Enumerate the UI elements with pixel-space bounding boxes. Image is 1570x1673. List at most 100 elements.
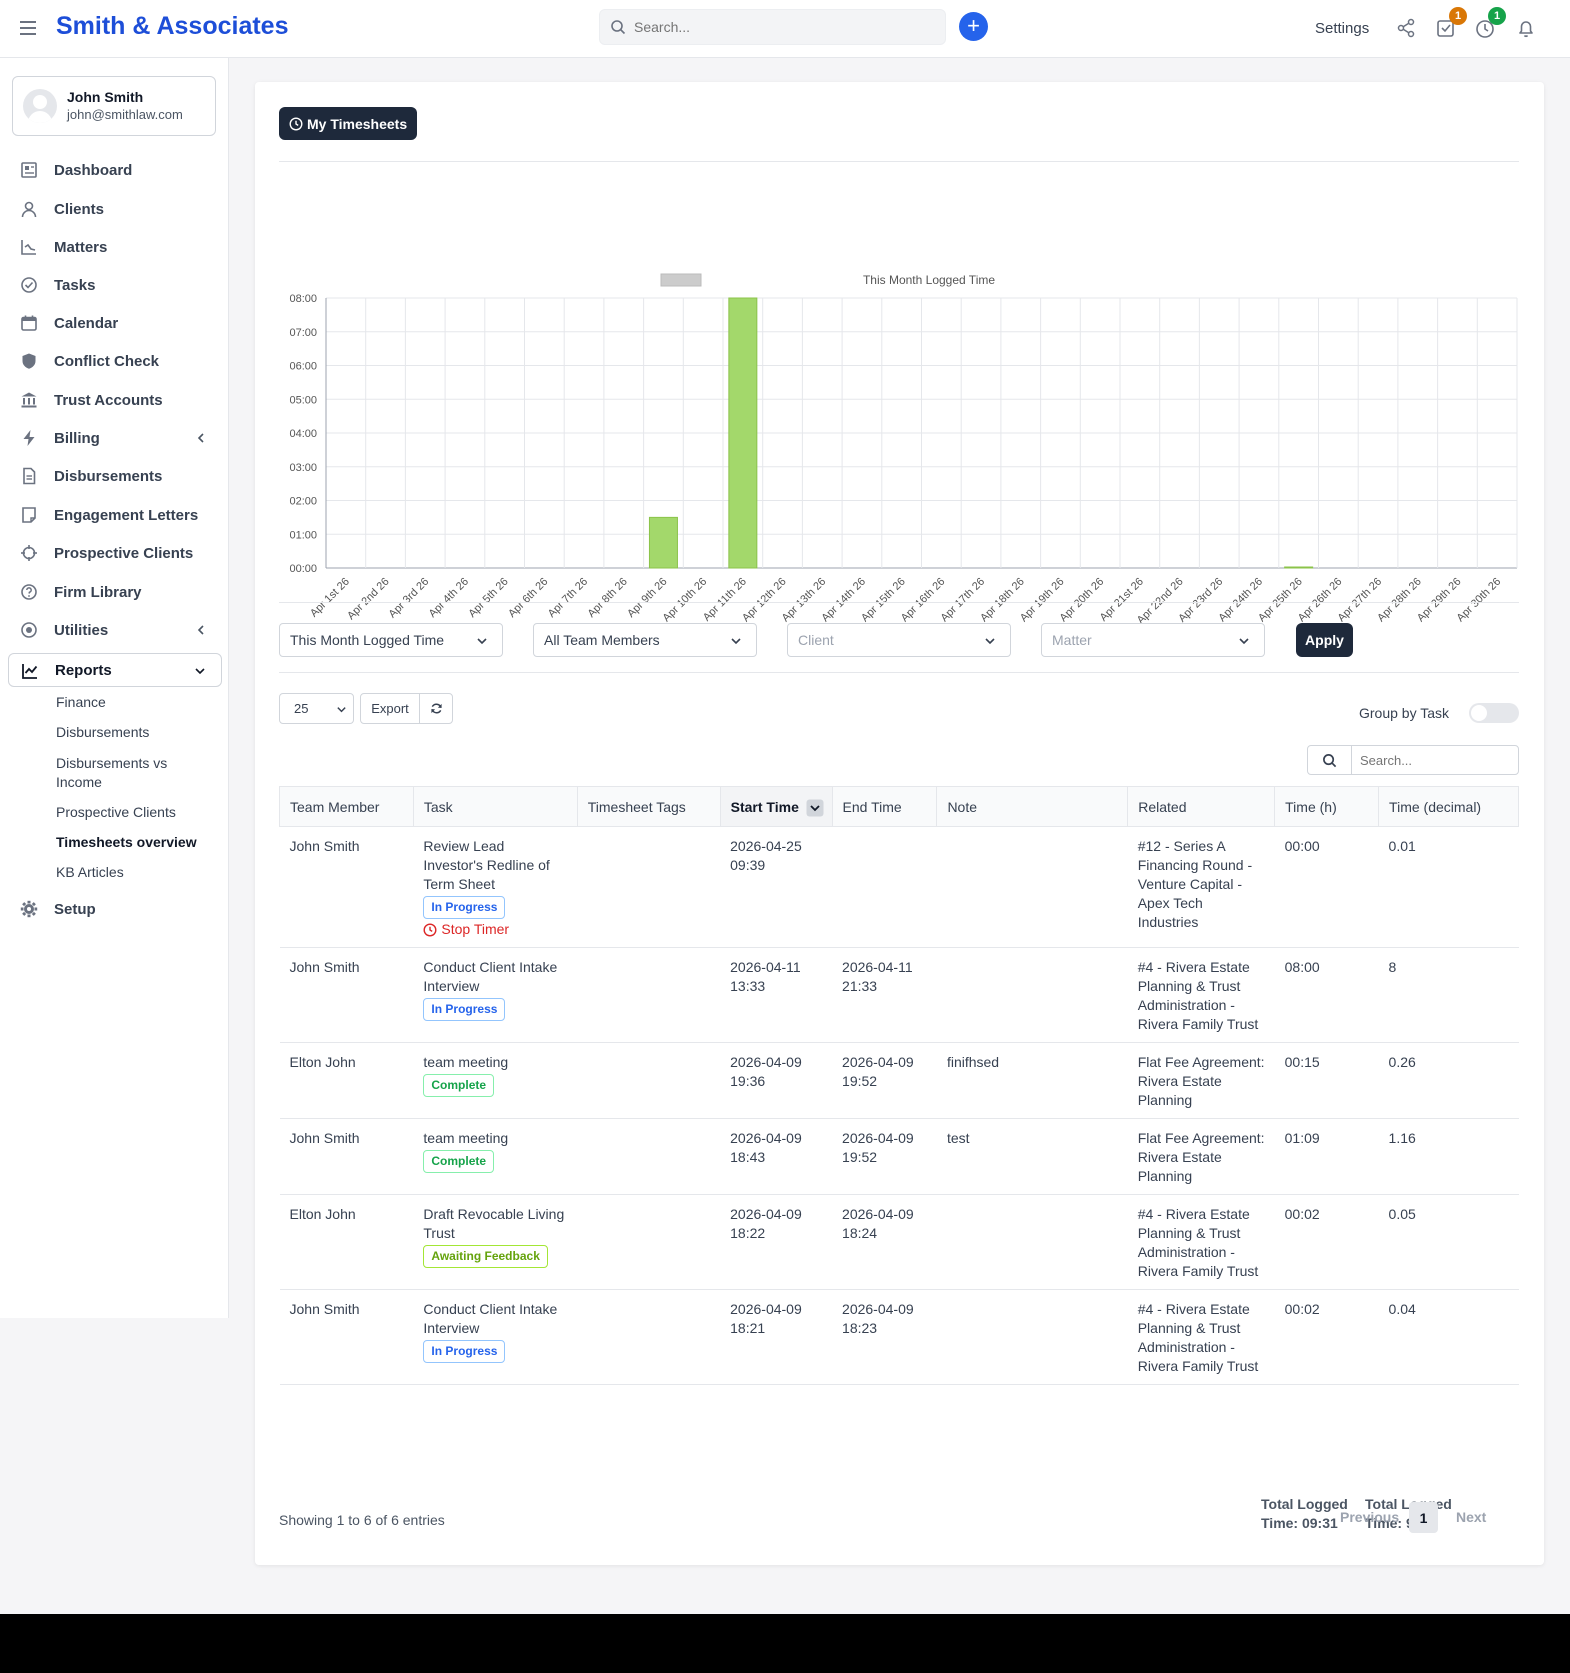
column-header-related[interactable]: Related (1127, 786, 1276, 827)
reports-sub-timesheets-overview[interactable]: Timesheets overview (56, 834, 197, 850)
table-row[interactable]: John Smith team meeting Complete 2026-04-09… (279, 1118, 1519, 1195)
table-search-button[interactable] (1308, 746, 1352, 774)
stop-timer-button[interactable]: Stop Timer (423, 920, 567, 939)
column-header-timesheet-tags[interactable]: Timesheet Tags (577, 786, 721, 827)
sidebar-item-utilities[interactable]: Utilities (8, 613, 222, 647)
page-size-select[interactable]: 25 (279, 693, 354, 724)
sidebar-item-label: Disbursements (54, 467, 163, 485)
sidebar-item-engagement-letters[interactable]: Engagement Letters (8, 498, 222, 532)
user-card[interactable]: John Smith john@smithlaw.com (12, 76, 216, 136)
my-timesheets-button[interactable]: My Timesheets (279, 107, 418, 140)
sidebar-item-firm-library[interactable]: Firm Library (8, 575, 222, 609)
task-link[interactable]: Draft Revocable Living Trust (423, 1206, 565, 1241)
table-row[interactable]: Elton John team meeting Complete 2026-04-09… (279, 1042, 1519, 1119)
cell-hours: 08:00 (1274, 947, 1379, 1043)
settings-link[interactable]: Settings (1315, 20, 1370, 37)
my-timesheets-label: My Timesheets (307, 115, 408, 132)
column-header-label: Start Time (730, 798, 799, 815)
column-header-start-time[interactable]: Start Time (720, 786, 833, 827)
column-header-time-decimal[interactable]: Time (decimal) (1378, 786, 1519, 827)
apply-button[interactable]: Apply (1296, 623, 1353, 657)
sidebar-item-matters[interactable]: Matters (8, 230, 222, 264)
column-header-task[interactable]: Task (413, 786, 578, 827)
cell-related[interactable]: #4 - Rivera Estate Planning & Trust Admi… (1127, 1194, 1275, 1290)
reports-sub-kb-articles[interactable]: KB Articles (56, 864, 124, 880)
cell-related[interactable]: Flat Fee Agreement: Rivera Estate Planni… (1127, 1042, 1275, 1119)
table-row[interactable]: Elton John Draft Revocable Living Trust Aw… (279, 1194, 1519, 1290)
table-row[interactable]: John Smith Conduct Client Intake Intervie… (279, 1289, 1519, 1385)
sidebar-item-clients[interactable]: Clients (8, 192, 222, 226)
task-link[interactable]: Conduct Client Intake Interview (423, 1301, 558, 1336)
sidebar-item-reports[interactable]: Reports (8, 653, 222, 687)
reports-sub-prospective-clients[interactable]: Prospective Clients (56, 804, 176, 820)
group-by-task-toggle[interactable] (1469, 703, 1519, 723)
period-select[interactable]: This Month Logged Time (279, 623, 503, 657)
table-header-row: Team Member Task Timesheet Tags Start Ti… (279, 786, 1519, 827)
task-link[interactable]: team meeting (423, 1054, 509, 1070)
sidebar-item-dashboard[interactable]: Dashboard (8, 153, 222, 187)
table-row[interactable]: John Smith Conduct Client Intake Intervie… (279, 947, 1519, 1043)
sidebar-item-trust-accounts[interactable]: Trust Accounts (8, 383, 222, 417)
column-header-end-time[interactable]: End Time (832, 786, 938, 827)
reports-sub-finance[interactable]: Finance (56, 694, 106, 710)
sidebar-item-label: Dashboard (54, 161, 133, 179)
brand-title[interactable]: Smith & Associates (56, 12, 289, 40)
table-row[interactable]: John Smith Review Lead Investor's Redline… (279, 826, 1519, 948)
chart-bar (728, 297, 758, 569)
cell-related[interactable]: #4 - Rivera Estate Planning & Trust Admi… (1127, 947, 1275, 1043)
reports-sub-disbursements[interactable]: Disbursements (56, 724, 150, 740)
sidebar-item-tasks[interactable]: Tasks (8, 268, 222, 302)
matter-select[interactable]: Matter (1041, 623, 1265, 657)
hamburger-menu-icon[interactable] (16, 16, 40, 40)
cell-related[interactable]: #12 - Series A Financing Round - Venture… (1127, 826, 1275, 948)
task-link[interactable]: Conduct Client Intake Interview (423, 959, 558, 994)
logged-time-chart: This Month Logged Time 00:00 01:00 02:00 03:… (289, 273, 1518, 627)
sidebar-item-setup[interactable]: Setup (8, 892, 222, 926)
timers-notification[interactable]: 1 (1474, 7, 1506, 39)
global-search-input[interactable] (634, 10, 934, 44)
sidebar-item-label: Calendar (54, 314, 119, 332)
cell-related[interactable]: Flat Fee Agreement: Rivera Estate Planni… (1127, 1118, 1275, 1195)
bell-icon[interactable] (1515, 17, 1537, 39)
status-badge: Complete (423, 1074, 495, 1097)
cell-start: 2026-04-09 18:43 (720, 1118, 833, 1195)
column-header-note[interactable]: Note (936, 786, 1129, 827)
checkbox-icon (1437, 20, 1454, 37)
client-select[interactable]: Client (787, 623, 1011, 657)
tasks-notification[interactable]: 1 (1435, 7, 1467, 39)
task-link[interactable]: team meeting (423, 1130, 509, 1146)
previous-page-button[interactable]: Previous (1340, 1509, 1400, 1525)
sidebar-item-label: Engagement Letters (54, 506, 199, 524)
sidebar-item-prospective-clients[interactable]: Prospective Clients (8, 536, 222, 570)
sidebar-item-conflict-check[interactable]: Conflict Check (8, 344, 222, 378)
export-button[interactable]: Export (360, 693, 420, 724)
cell-decimal: 0.05 (1378, 1194, 1519, 1290)
column-header-time-h[interactable]: Time (h) (1274, 786, 1380, 827)
x-tick-label: Apr 7th 26 (546, 576, 590, 620)
y-tick-label: 08:00 (289, 293, 317, 305)
dot-circle-icon (21, 622, 37, 638)
team-member-select[interactable]: All Team Members (533, 623, 757, 657)
sidebar-item-calendar[interactable]: Calendar (8, 306, 222, 340)
reports-sub-disbursements-vs-income[interactable]: Disbursements vs Income (56, 755, 168, 790)
quick-add-button[interactable]: + (959, 12, 988, 41)
cell-task: team meeting Complete (413, 1042, 578, 1119)
cell-start: 2026-04-09 18:21 (720, 1289, 833, 1385)
status-badge: In Progress (423, 896, 506, 919)
global-search[interactable] (599, 9, 946, 45)
sidebar-item-billing[interactable]: Billing (8, 421, 222, 455)
legend-swatch (660, 273, 702, 287)
next-page-button[interactable]: Next (1456, 1509, 1487, 1525)
table-search-input[interactable] (1360, 746, 1510, 774)
status-badge: Complete (423, 1150, 495, 1173)
share-icon[interactable] (1395, 17, 1417, 39)
table-search[interactable] (1307, 745, 1519, 775)
column-header-team-member[interactable]: Team Member (279, 786, 414, 827)
page-1-button[interactable]: 1 (1409, 1502, 1438, 1533)
y-tick-label: 01:00 (289, 529, 317, 541)
sidebar-item-disbursements[interactable]: Disbursements (8, 459, 222, 493)
cell-related[interactable]: #4 - Rivera Estate Planning & Trust Admi… (1127, 1289, 1275, 1385)
timesheets-card: My Timesheets This Month Logged Time 00:0… (255, 82, 1544, 1565)
refresh-button[interactable] (419, 693, 453, 724)
task-link[interactable]: Review Lead Investor's Redline of Term S… (423, 838, 550, 892)
